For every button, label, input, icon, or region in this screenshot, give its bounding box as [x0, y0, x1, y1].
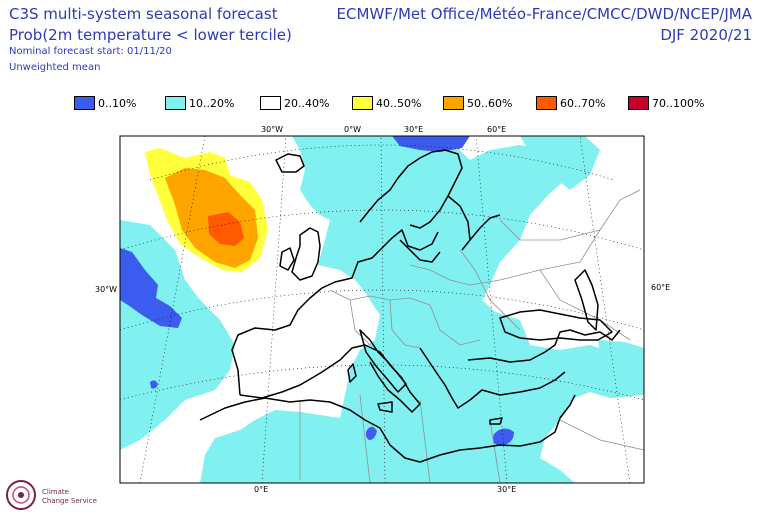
legend-swatch	[260, 96, 281, 110]
season-label: DJF 2020/21	[660, 26, 752, 44]
legend-label: 20..40%	[284, 96, 330, 110]
lon-label-bottom-0: 0°E	[254, 485, 268, 494]
legend-item-10-20: 10..20%	[165, 95, 234, 111]
coastlines	[199, 149, 621, 463]
legend-label: 0..10%	[98, 96, 137, 110]
lon-label-top-30w: 30°W	[261, 125, 283, 134]
graticule	[120, 136, 644, 483]
legend-swatch	[74, 96, 95, 110]
lon-label-right-60e: 60°E	[651, 283, 670, 292]
legend-item-50-60: 50..60%	[443, 95, 512, 111]
forecast-start: Nominal forecast start: 01/11/20	[9, 46, 172, 57]
legend-item-70-100: 70..100%	[628, 95, 704, 111]
legend-item-20-40: 20..40%	[260, 95, 329, 111]
legend-swatch	[443, 96, 464, 110]
legend-item-40-50: 40..50%	[352, 95, 421, 111]
logo-text-line2: Change Service	[42, 497, 97, 505]
copernicus-logo: Climate Change Service	[4, 477, 114, 517]
legend-label: 40..50%	[376, 96, 422, 110]
centres-list: ECMWF/Met Office/Météo-France/CMCC/DWD/N…	[336, 5, 752, 23]
lon-label-top-30e: 30°E	[404, 125, 423, 134]
legend: 0..10% 10..20% 20..40% 40..50% 50..60% 6…	[74, 95, 714, 111]
map-title: C3S multi-system seasonal forecast	[9, 5, 278, 23]
lon-label-top-60e: 60°E	[487, 125, 506, 134]
legend-item-0-10: 0..10%	[74, 95, 136, 111]
map-subtitle: Prob(2m temperature < lower tercile)	[9, 26, 292, 44]
lon-label-left-30w: 30°W	[95, 285, 117, 294]
legend-item-60-70: 60..70%	[536, 95, 605, 111]
lon-label-bottom-30e: 30°E	[497, 485, 516, 494]
map-frame	[119, 135, 645, 484]
climate-logo-icon	[6, 480, 36, 510]
legend-swatch	[165, 96, 186, 110]
weighting-note: Unweighted mean	[9, 62, 101, 73]
legend-swatch	[536, 96, 557, 110]
legend-label: 10..20%	[189, 96, 235, 110]
legend-label: 60..70%	[560, 96, 606, 110]
prob-60-70-area	[208, 212, 244, 246]
legend-swatch	[352, 96, 373, 110]
legend-label: 50..60%	[467, 96, 513, 110]
lon-label-top-0: 0°W	[344, 125, 361, 134]
legend-label: 70..100%	[652, 96, 705, 110]
logo-text-line1: Climate	[42, 488, 69, 496]
legend-swatch	[628, 96, 649, 110]
country-borders	[299, 189, 644, 483]
